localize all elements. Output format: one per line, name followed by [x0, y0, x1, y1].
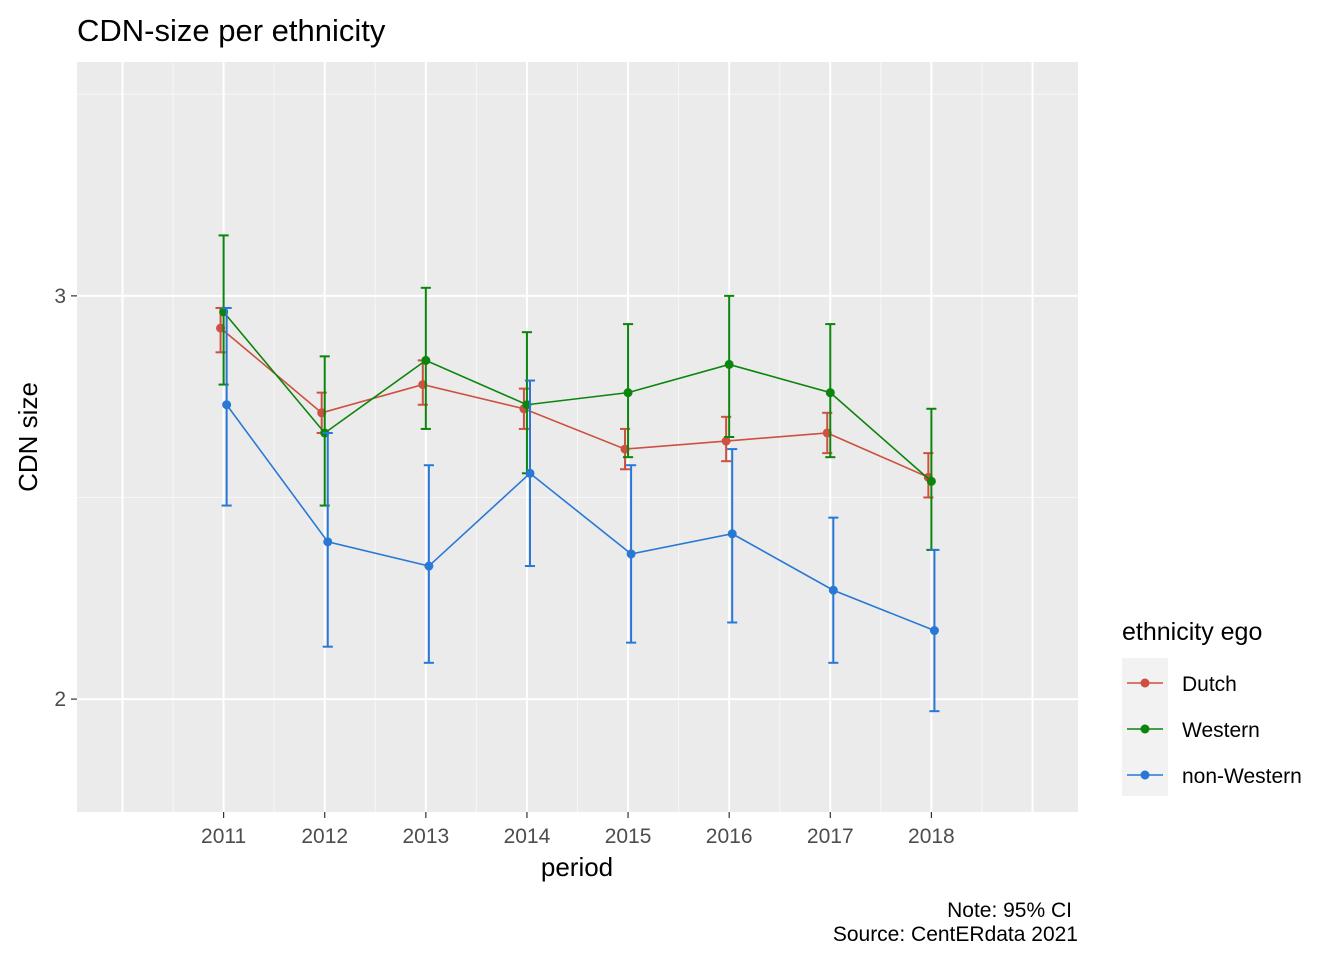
series-layer — [215, 234, 940, 713]
x-axis: 2011 2012 2013 2014 2015 2016 2017 2018 — [201, 812, 955, 848]
x-tick-label: 2012 — [301, 825, 348, 848]
data-point-non-western — [323, 537, 333, 547]
legend: ethnicity ego Dutch Western non-Western — [1122, 618, 1302, 796]
legend-item-non-western: non-Western — [1127, 765, 1302, 788]
legend-key-point — [1140, 770, 1150, 780]
x-axis-title: period — [541, 852, 613, 882]
x-tick-label: 2017 — [807, 825, 854, 848]
legend-item-western: Western — [1127, 719, 1260, 742]
series-line-western — [222, 311, 932, 482]
x-tick-label: 2014 — [504, 825, 551, 848]
y-tick-label: 2 — [54, 688, 66, 711]
y-tick-label: 3 — [54, 285, 66, 308]
data-point-dutch — [721, 436, 731, 446]
caption-note: Note: 95% CI — [947, 899, 1072, 922]
data-point-non-western — [727, 529, 737, 539]
series-line-non-western — [226, 404, 935, 632]
data-point-non-western — [222, 400, 232, 410]
x-tick-label: 2011 — [201, 825, 246, 848]
x-tick-label: 2018 — [908, 825, 955, 848]
legend-title: ethnicity ego — [1122, 618, 1262, 646]
y-axis-title: CDN size — [13, 382, 43, 492]
data-point-non-western — [525, 468, 535, 478]
x-tick-label: 2016 — [706, 825, 753, 848]
legend-key-point — [1140, 724, 1150, 734]
legend-label: non-Western — [1182, 765, 1302, 788]
data-point-western — [421, 355, 431, 365]
data-point-non-western — [828, 585, 838, 595]
chart-title: CDN-size per ethnicity — [77, 13, 386, 48]
y-axis: 23 — [54, 285, 77, 711]
legend-key-point — [1140, 678, 1150, 688]
series-line-dutch — [220, 327, 929, 479]
data-point-western — [926, 476, 936, 486]
legend-label: Dutch — [1182, 673, 1237, 696]
caption-source: Source: CentERdata 2021 — [833, 923, 1078, 946]
data-point-non-western — [929, 626, 939, 636]
series-western — [218, 234, 937, 551]
data-point-western — [623, 388, 633, 398]
data-point-non-western — [626, 549, 636, 559]
series-non-western — [221, 306, 940, 713]
x-tick-label: 2013 — [402, 825, 449, 848]
legend-item-dutch: Dutch — [1127, 673, 1237, 696]
x-tick-label: 2015 — [605, 825, 652, 848]
data-point-non-western — [424, 561, 434, 571]
legend-label: Western — [1182, 719, 1260, 742]
data-point-western — [724, 359, 734, 369]
data-point-western — [825, 388, 835, 398]
